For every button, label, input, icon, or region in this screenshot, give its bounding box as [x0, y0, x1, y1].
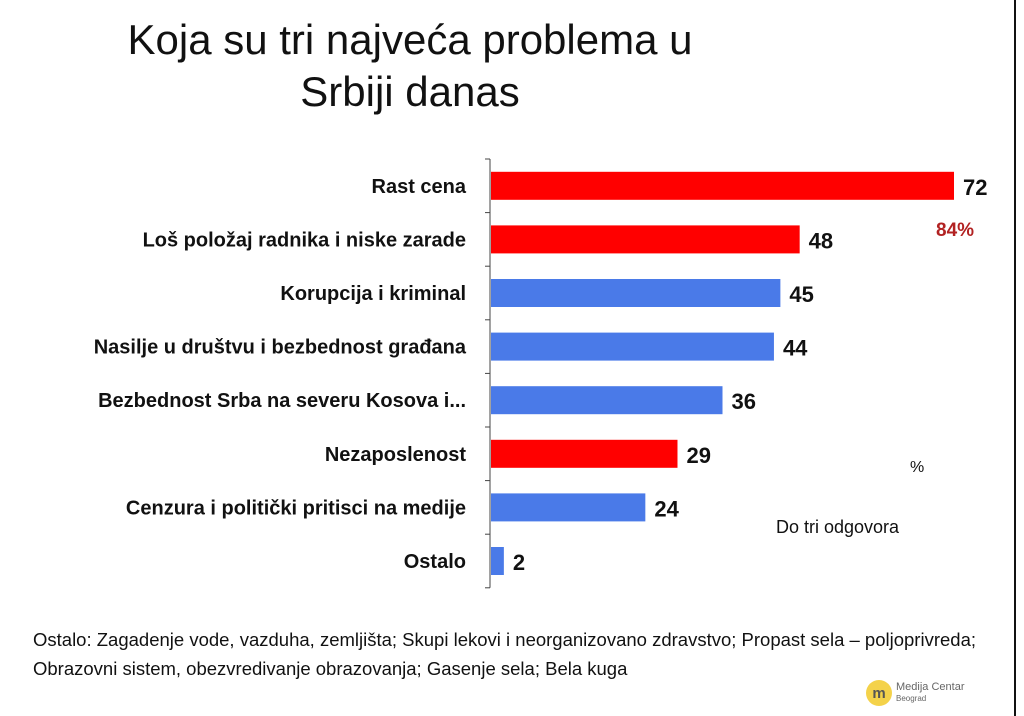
data-label: 2: [513, 550, 525, 575]
bar: [491, 171, 954, 200]
data-label: 29: [686, 443, 710, 468]
data-label: 45: [789, 282, 813, 307]
bar: [491, 547, 504, 575]
category-label: Korupcija i kriminal: [280, 283, 466, 305]
category-label: Bezbednost Srba na severu Kosova i...: [98, 390, 466, 412]
highlight-total: 84%: [936, 220, 974, 241]
category-label: Nasilje u društvu i bezbednost građana: [94, 337, 467, 359]
bar: [491, 225, 800, 254]
bar: [491, 332, 774, 361]
category-label: Rast cena: [372, 176, 467, 198]
footnote: Ostalo: Zagadenje vode, vazduha, zemljiš…: [33, 629, 976, 679]
response-note: Do tri odgovora: [776, 517, 900, 537]
category-label: Loš položaj radnika i niske zarade: [143, 229, 466, 251]
data-label: 48: [809, 228, 833, 253]
logo-city: Beograd: [896, 694, 927, 703]
logo: m Medija Centar Beograd: [866, 680, 964, 706]
bar: [491, 493, 646, 522]
data-label: 72: [963, 175, 987, 200]
category-label: Cenzura i politički pritisci na medije: [126, 497, 466, 519]
category-label: Nezaposlenost: [325, 444, 466, 466]
category-label: Ostalo: [404, 551, 466, 573]
bar: [491, 279, 781, 307]
data-label: 44: [783, 336, 808, 361]
chart-title: Koja su tri najveća problema u Srbiji da…: [127, 16, 693, 115]
bar: [491, 386, 723, 415]
logo-icon: m: [866, 680, 892, 706]
data-label: 36: [732, 389, 756, 414]
right-border: [1014, 0, 1016, 716]
unit-label: %: [910, 459, 924, 476]
bar: [491, 439, 678, 468]
logo-name: Medija Centar: [896, 681, 965, 693]
data-label: 24: [654, 496, 679, 521]
